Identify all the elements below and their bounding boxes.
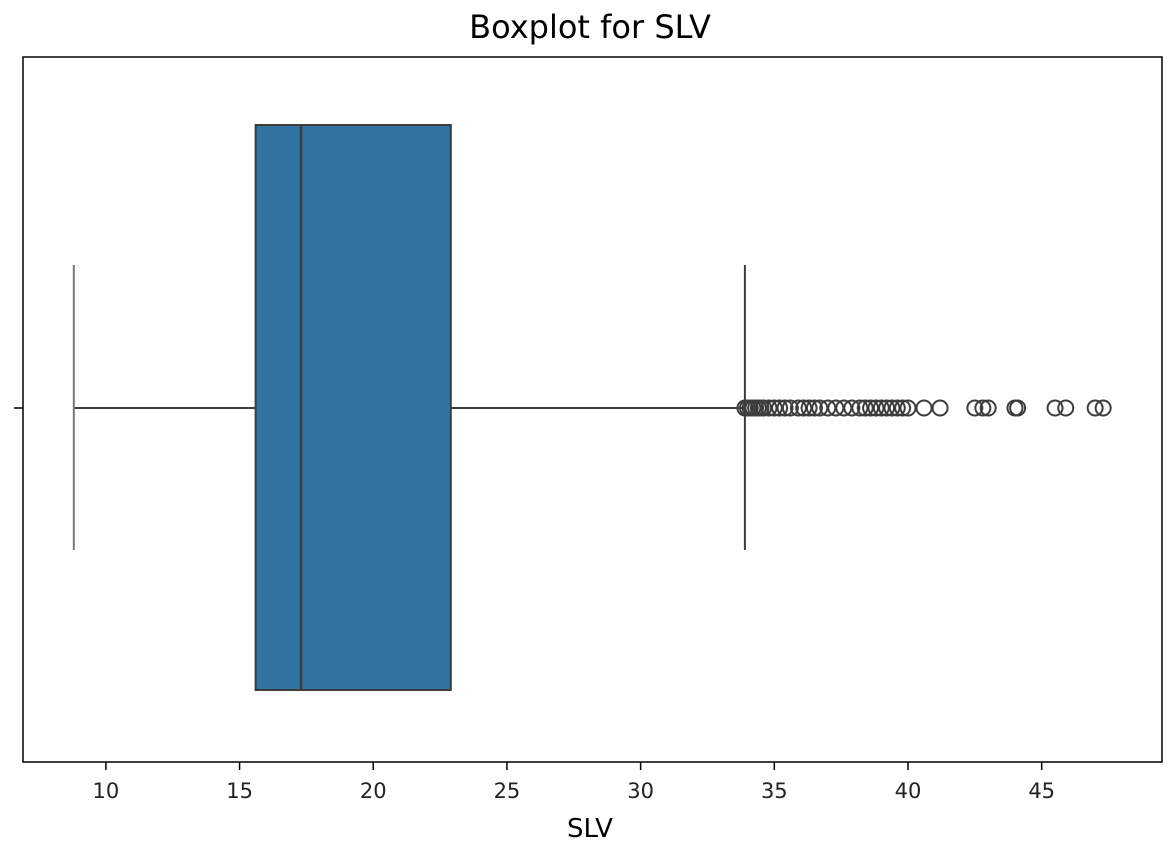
x-tick-label: 45 [1028,779,1055,803]
outlier-point [760,399,778,417]
outlier-point [966,399,984,417]
outlier-point [899,399,917,417]
outlier-point [1046,399,1064,417]
outlier-point [781,399,799,417]
outlier-point [888,399,906,417]
x-tick-label: 40 [895,779,922,803]
outlier-point [771,399,789,417]
outlier-point [1009,399,1027,417]
outlier-point [915,399,933,417]
outlier-point [894,399,912,417]
x-axis-label: SLV [567,814,613,844]
outlier-point [835,399,853,417]
outlier-point [851,399,869,417]
x-tick-label: 30 [627,779,654,803]
box-plot [72,124,746,691]
outlier-point [755,399,773,417]
outlier-point [789,399,807,417]
x-tick-label: 25 [494,779,521,803]
interquartile-box [254,124,452,691]
outlier-point [1094,399,1112,417]
x-tick-label: 10 [93,779,120,803]
chart-title: Boxplot for SLV [469,8,711,46]
outlier-point [1057,399,1075,417]
outlier-point [872,399,890,417]
x-tick-label: 15 [226,779,253,803]
outlier-point [765,399,783,417]
x-tick-label: 35 [761,779,788,803]
outlier-point [979,399,997,417]
outlier-point [805,399,823,417]
outlier-point [1086,399,1104,417]
outlier-point [862,399,880,417]
x-tick-label: 20 [360,779,387,803]
outlier-point [800,399,818,417]
outlier-point [776,399,794,417]
outlier-point [811,399,829,417]
outlier-point [931,399,949,417]
outlier-points [736,399,1112,417]
outlier-point [883,399,901,417]
outlier-point [843,399,861,417]
x-axis-ticks: 10 15 20 25 30 35 40 45 [93,762,1055,803]
plot-frame [22,56,1163,763]
outlier-point [856,399,874,417]
outlier-point [819,399,837,417]
outlier-point [795,399,813,417]
outlier-point [867,399,885,417]
outlier-point [878,399,896,417]
outlier-point [974,399,992,417]
outlier-point [827,399,845,417]
